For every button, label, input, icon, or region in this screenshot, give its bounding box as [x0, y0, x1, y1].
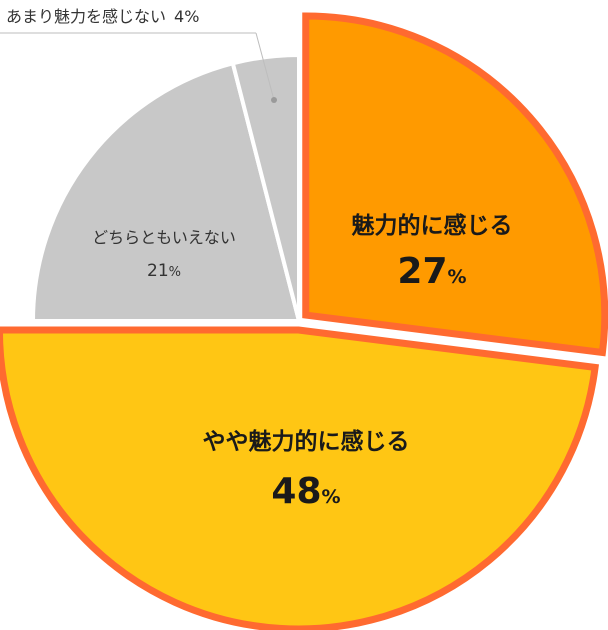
- slice-separator: [310, 320, 604, 362]
- slice-label-somewhat-attractive: やや魅力的に感じる: [203, 428, 410, 455]
- pie-slices: [0, 12, 608, 630]
- slice-not-attractive: [230, 52, 301, 322]
- leader-line: [255, 32, 275, 101]
- slice-label-not-attractive: あまり魅力を感じない 4%: [6, 7, 199, 26]
- slice-value-neutral: 21%: [147, 261, 181, 281]
- slice-value-somewhat-attractive: 48%: [271, 471, 340, 512]
- slice-label-attractive: 魅力的に感じる: [352, 212, 513, 239]
- slice-attractive: [302, 12, 608, 357]
- leader-dot: [271, 97, 277, 103]
- slice-neutral: [30, 60, 302, 323]
- slice-somewhat-attractive: [0, 326, 599, 630]
- slice-value-attractive: 27%: [397, 251, 466, 292]
- slice-label-neutral: どちらともいえない: [92, 228, 236, 247]
